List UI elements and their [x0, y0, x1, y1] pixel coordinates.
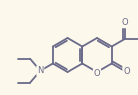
Text: O: O: [122, 18, 128, 27]
Text: O: O: [123, 67, 130, 76]
Text: O: O: [94, 70, 100, 78]
Text: N: N: [37, 66, 43, 75]
